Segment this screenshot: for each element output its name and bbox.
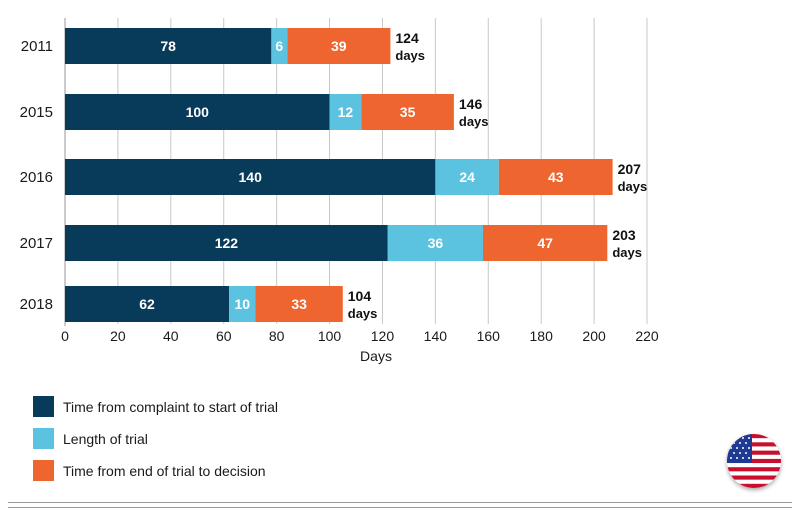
bars (65, 28, 613, 322)
data-label: 62 (139, 296, 155, 312)
total-label: 146 (459, 96, 483, 112)
x-tick-label: 180 (530, 328, 554, 344)
data-label: 39 (331, 38, 347, 54)
bar-segment (65, 94, 330, 130)
footer-divider (8, 502, 792, 503)
data-label: 122 (215, 235, 239, 251)
data-label: 35 (400, 104, 416, 120)
bar-segment (498, 159, 613, 195)
bar-segment (65, 286, 230, 322)
legend-label: Length of trial (63, 430, 148, 447)
us-flag-icon (727, 434, 781, 488)
x-tick-label: 80 (269, 328, 285, 344)
legend-item-trial-to-decision: Time from end of trial to decision (33, 460, 278, 481)
y-tick-label: 2017 (20, 235, 53, 252)
data-label: 10 (234, 296, 250, 312)
x-tick-label: 120 (371, 328, 395, 344)
bar-segment (482, 225, 608, 261)
legend-swatch (33, 396, 54, 417)
bar-segment (255, 286, 343, 322)
total-unit-label: days (618, 179, 648, 194)
bar-segment (329, 94, 362, 130)
total-label: 124 (395, 30, 419, 46)
x-tick-label: 20 (110, 328, 126, 344)
total-unit-label: days (395, 48, 425, 63)
x-tick-label: 220 (635, 328, 659, 344)
y-tick-label: 2018 (20, 296, 53, 313)
total-unit-label: days (348, 306, 378, 321)
total-unit-label: days (459, 114, 489, 129)
bar-segment (435, 159, 499, 195)
data-label: 24 (459, 169, 475, 185)
legend-swatch (33, 428, 54, 449)
legend-item-complaint-to-trial: Time from complaint to start of trial (33, 396, 278, 417)
total-label: 207 (618, 161, 642, 177)
x-tick-label: 40 (163, 328, 179, 344)
bar-segment (361, 94, 454, 130)
bar-segment (229, 286, 256, 322)
x-tick-label: 60 (216, 328, 232, 344)
x-tick-label: 100 (318, 328, 342, 344)
stacked-bar-chart: 0 20 40 60 80 100 120 140 160 180 200 220 2011 78 6 39 1… (20, 18, 659, 364)
legend-label: Time from end of trial to decision (63, 462, 266, 479)
data-label: 47 (537, 235, 553, 251)
y-tick-label: 2016 (20, 169, 53, 186)
data-label: 140 (239, 169, 263, 185)
bar-segment (65, 28, 272, 64)
x-tick-label: 0 (61, 328, 69, 344)
x-tick-label: 160 (477, 328, 501, 344)
legend-label: Time from complaint to start of trial (63, 398, 278, 415)
x-axis-title: Days (360, 348, 392, 364)
x-tick-label: 140 (424, 328, 448, 344)
legend: Time from complaint to start of trial Le… (33, 396, 278, 492)
bar-segment (387, 225, 483, 261)
total-label: 104 (348, 288, 372, 304)
total-unit-label: days (612, 245, 642, 260)
legend-item-trial-length: Length of trial (33, 428, 278, 449)
data-label: 36 (428, 235, 444, 251)
bar-segment (287, 28, 391, 64)
bar-segment (271, 28, 288, 64)
data-label: 12 (338, 104, 354, 120)
bar-segment (65, 159, 436, 195)
y-tick-label: 2015 (20, 104, 53, 121)
data-label: 6 (275, 38, 283, 54)
labels: 0 20 40 60 80 100 120 140 160 180 200 220 2011 78 6 39 1… (20, 30, 659, 344)
x-tick-label: 200 (582, 328, 606, 344)
legend-swatch (33, 460, 54, 481)
y-tick-label: 2011 (21, 38, 53, 55)
footer-divider (8, 507, 792, 508)
bar-segment (65, 225, 388, 261)
total-label: 203 (612, 227, 636, 243)
data-label: 100 (186, 104, 210, 120)
data-label: 43 (548, 169, 564, 185)
data-label: 33 (291, 296, 307, 312)
data-label: 78 (160, 38, 176, 54)
